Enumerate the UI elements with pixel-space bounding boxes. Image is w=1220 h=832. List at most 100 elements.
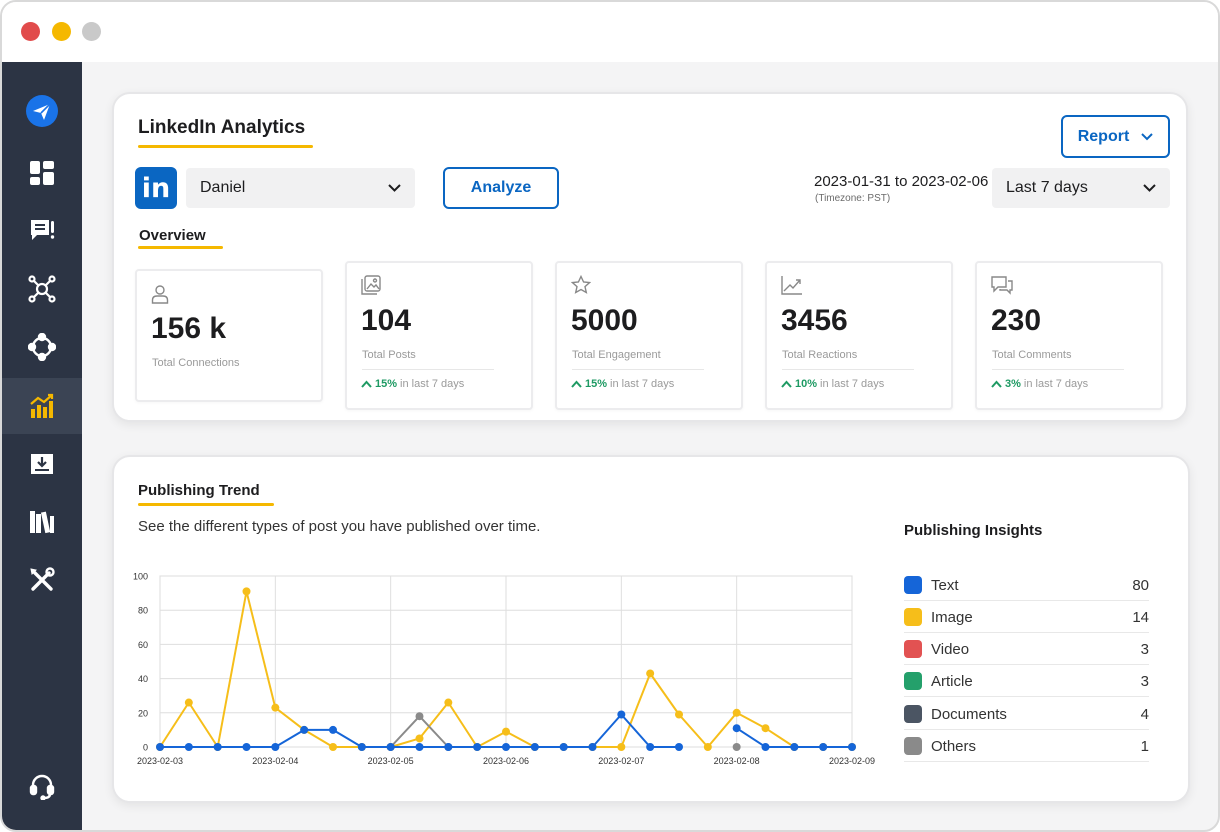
data-point — [415, 712, 424, 721]
stat-delta-value: 15% — [375, 378, 398, 390]
x-tick-label: 2023-02-09 — [829, 756, 875, 766]
data-point — [415, 743, 424, 751]
stat-label: Total Engagement — [572, 349, 661, 361]
stat-label: Total Posts — [362, 349, 416, 361]
insight-count: 3 — [1140, 641, 1149, 658]
title-bar — [2, 2, 1218, 62]
stat-card-connections: 156 k Total Connections — [135, 269, 323, 402]
data-point — [646, 669, 655, 678]
overview-title: Overview — [139, 227, 206, 244]
legend-swatch — [904, 576, 922, 594]
sidebar-item-support[interactable] — [2, 758, 82, 814]
close-window-button[interactable] — [21, 22, 40, 41]
data-point — [271, 743, 280, 751]
stat-delta: 10% in last 7 days — [781, 378, 884, 390]
linkedin-logo-icon: in — [135, 167, 177, 209]
publishing-underline — [138, 503, 274, 506]
account-select[interactable]: Daniel — [186, 168, 415, 208]
stat-label: Total Connections — [152, 357, 240, 369]
data-point — [329, 743, 337, 751]
feed-icon — [29, 218, 55, 244]
arrow-up-icon — [991, 380, 1002, 388]
sidebar-item-network[interactable] — [2, 261, 82, 317]
y-tick-label: 60 — [138, 640, 148, 650]
divider — [362, 369, 494, 370]
analytics-icon — [28, 392, 56, 420]
insights-title: Publishing Insights — [904, 522, 1043, 539]
data-point — [444, 743, 453, 751]
stat-card-reactions: 3456 Total Reactions 10% in last 7 days — [765, 261, 953, 410]
page-title: LinkedIn Analytics — [138, 117, 306, 138]
period-select[interactable]: Last 7 days — [992, 168, 1170, 208]
stat-value: 156 k — [151, 312, 227, 345]
sidebar-item-inbox[interactable] — [2, 436, 82, 492]
data-point — [184, 698, 193, 707]
stat-card-engagement: 5000 Total Engagement 15% in last 7 days — [555, 261, 743, 410]
data-point — [617, 743, 626, 751]
insight-count: 1 — [1140, 738, 1149, 755]
title-underline — [138, 145, 313, 148]
data-point — [559, 743, 568, 751]
data-point — [213, 743, 222, 751]
date-range: 2023-01-31 to 2023-02-06 — [814, 173, 989, 190]
x-tick-label: 2023-02-04 — [252, 756, 298, 766]
sidebar-item-dashboard[interactable] — [2, 145, 82, 201]
inbox-download-icon — [29, 451, 55, 477]
sidebar-item-tools[interactable] — [2, 552, 82, 608]
stat-delta-value: 10% — [795, 378, 818, 390]
insight-count: 14 — [1132, 609, 1149, 626]
image-icon — [361, 275, 381, 300]
publishing-subtitle: See the different types of post you have… — [138, 518, 541, 535]
stat-label: Total Comments — [992, 349, 1072, 361]
y-tick-label: 0 — [143, 743, 148, 753]
sidebar-item-send[interactable] — [2, 83, 82, 139]
data-point — [790, 743, 799, 751]
stat-delta-text: in last 7 days — [1023, 378, 1089, 390]
maximize-window-button[interactable] — [82, 22, 101, 41]
stat-value: 3456 — [781, 304, 848, 337]
minimize-window-button[interactable] — [52, 22, 71, 41]
insight-row: Image 14 — [904, 601, 1149, 633]
tools-icon — [28, 566, 56, 594]
arrow-up-icon — [361, 380, 372, 388]
data-point — [675, 710, 683, 719]
data-point — [675, 743, 683, 751]
publishing-trend-chart: 0 20 40 60 80 100 2023-02-03 2023-02-04 2023-02-… — [133, 572, 875, 767]
trend-icon — [781, 275, 803, 300]
network-icon — [28, 275, 56, 303]
x-tick-label: 2023-02-06 — [483, 756, 529, 766]
sidebar-item-library[interactable] — [2, 494, 82, 550]
data-point — [242, 743, 251, 751]
divider — [572, 369, 704, 370]
sidebar-item-feed[interactable] — [2, 203, 82, 259]
support-headset-icon — [28, 772, 56, 800]
insight-name: Article — [931, 673, 973, 690]
data-point — [646, 743, 655, 751]
stat-card-comments: 230 Total Comments 3% in last 7 days — [975, 261, 1163, 410]
x-tick-label: 2023-02-07 — [598, 756, 644, 766]
data-point — [271, 703, 280, 712]
sidebar-item-connect[interactable] — [2, 319, 82, 375]
report-button[interactable]: Report — [1061, 115, 1170, 158]
sidebar-item-analytics[interactable] — [2, 378, 82, 434]
send-icon — [25, 94, 59, 128]
arrow-up-icon — [571, 380, 582, 388]
legend-swatch — [904, 608, 922, 626]
sidebar — [2, 62, 82, 830]
stat-value: 5000 — [571, 304, 638, 337]
stat-delta-text: in last 7 days — [820, 378, 885, 390]
stat-delta-text: in last 7 days — [400, 378, 465, 390]
y-tick-label: 20 — [138, 708, 148, 718]
divider — [782, 369, 914, 370]
insight-name: Video — [931, 641, 970, 658]
insight-name: Others — [931, 738, 977, 755]
stat-delta: 15% in last 7 days — [361, 378, 464, 390]
data-point — [156, 743, 164, 751]
data-point — [732, 708, 741, 717]
data-point — [242, 587, 251, 596]
stat-label: Total Reactions — [782, 349, 858, 361]
timezone-label: (Timezone: PST) — [815, 193, 891, 204]
chevron-down-icon — [388, 179, 401, 197]
insight-row: Documents 4 — [904, 698, 1149, 730]
analyze-button[interactable]: Analyze — [443, 167, 559, 209]
